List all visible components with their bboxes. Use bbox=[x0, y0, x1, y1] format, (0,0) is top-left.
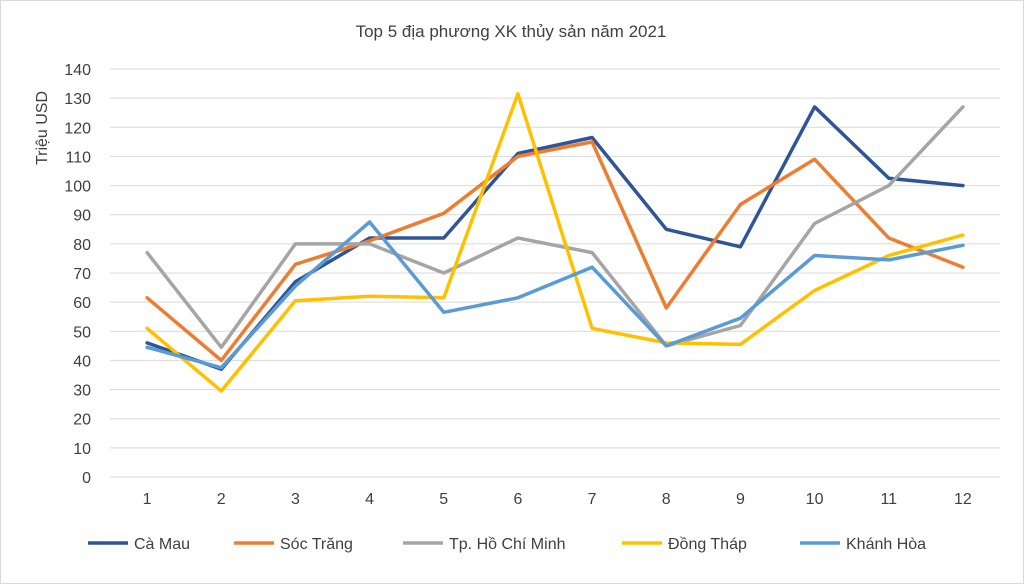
legend-label: Sóc Trăng bbox=[280, 536, 353, 553]
legend-label: Khánh Hòa bbox=[846, 536, 926, 553]
legend-label: Cà Mau bbox=[134, 536, 190, 553]
series-line bbox=[145, 92, 965, 393]
y-tick-label: 110 bbox=[65, 149, 91, 166]
x-tick-label: 1 bbox=[143, 491, 152, 508]
y-tick-label: 60 bbox=[73, 295, 91, 312]
y-tick-label: 100 bbox=[64, 179, 91, 196]
x-tick-label: 3 bbox=[291, 491, 300, 508]
x-tick-label: 10 bbox=[806, 491, 824, 508]
chart-title: Top 5 địa phương XK thủy sản năm 2021 bbox=[356, 22, 667, 41]
x-tick-label: 2 bbox=[217, 491, 226, 508]
x-tick-label: 6 bbox=[513, 491, 522, 508]
y-tick-label: 50 bbox=[73, 324, 91, 341]
y-tick-label: 120 bbox=[64, 120, 91, 137]
legend: Cà Mau Sóc Trăng Tp. Hồ Chí Minh Đồng Tháp K… bbox=[88, 536, 926, 553]
x-tick-labels: 1 2 3 4 5 6 7 8 9 10 11 12 bbox=[143, 491, 972, 508]
y-tick-label: 20 bbox=[73, 412, 91, 429]
y-tick-label: 30 bbox=[73, 383, 91, 400]
x-tick-label: 7 bbox=[588, 491, 597, 508]
series-lines bbox=[145, 92, 965, 393]
series-line bbox=[145, 140, 965, 363]
y-tick-label: 140 bbox=[64, 62, 91, 79]
y-tick-label: 40 bbox=[73, 353, 91, 370]
x-tick-label: 4 bbox=[365, 491, 374, 508]
y-tick-labels: 0 10 20 30 40 50 60 70 80 90 100 110 120 130 140 bbox=[64, 62, 91, 487]
y-tick-label: 80 bbox=[73, 237, 91, 254]
series-line bbox=[145, 220, 965, 370]
x-tick-label: 5 bbox=[439, 491, 448, 508]
legend-label: Đồng Tháp bbox=[668, 536, 747, 553]
y-tick-label: 0 bbox=[82, 470, 91, 487]
legend-label: Tp. Hồ Chí Minh bbox=[449, 536, 565, 553]
x-tick-label: 9 bbox=[736, 491, 745, 508]
grid bbox=[110, 68, 1000, 478]
y-tick-label: 90 bbox=[73, 208, 91, 225]
series-line bbox=[145, 105, 965, 350]
x-tick-label: 12 bbox=[954, 491, 972, 508]
y-tick-label: 130 bbox=[64, 91, 91, 108]
y-axis-label: Triệu USD bbox=[34, 91, 51, 165]
y-tick-label: 70 bbox=[73, 266, 91, 283]
x-tick-label: 11 bbox=[880, 491, 897, 508]
series-line bbox=[145, 105, 965, 371]
y-tick-label: 10 bbox=[73, 441, 91, 458]
x-tick-label: 8 bbox=[662, 491, 671, 508]
